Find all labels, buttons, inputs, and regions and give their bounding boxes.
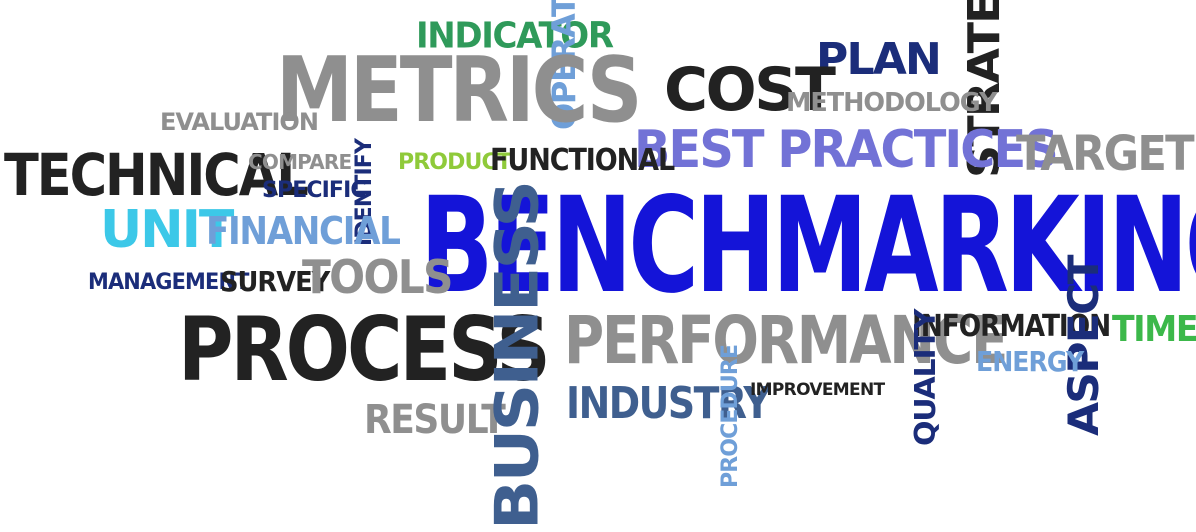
word-indicator: INDICATOR xyxy=(416,14,614,57)
word-time: TIME xyxy=(1112,309,1196,350)
word-tools: TOOLS xyxy=(302,250,454,304)
word-business: BUSINESS xyxy=(482,182,552,530)
word-survey: SURVEY xyxy=(220,265,330,298)
word-procedure: PROCEDURE xyxy=(718,344,743,488)
word-functional: FUNCTIONAL xyxy=(490,143,675,178)
word-unit: UNIT xyxy=(100,200,234,260)
word-specific: SPECIFIC xyxy=(262,178,367,203)
word-result: RESULT xyxy=(364,397,506,443)
word-industry: INDUSTRY xyxy=(566,378,771,429)
word-performance: PERFORMANCE xyxy=(564,302,1008,379)
word-technical: TECHNICAL xyxy=(4,141,309,209)
word-product: PRODUCT xyxy=(398,150,512,175)
word-plan: PLAN xyxy=(816,34,942,85)
word-best-practices: BEST PRACTICES xyxy=(634,120,1059,180)
word-methodology: METHODOLOGY xyxy=(786,88,998,118)
word-quality: QUALITY xyxy=(909,309,943,446)
word-energy: ENERGY xyxy=(976,345,1084,378)
word-cost: COST xyxy=(664,55,836,125)
word-improvement: IMPROVEMENT xyxy=(750,380,885,400)
word-metrics: METRICS xyxy=(276,38,642,143)
word-benchmarking: BENCHMARKING xyxy=(420,169,1196,323)
word-compare: COMPARE xyxy=(248,150,352,174)
word-information: INFORMATION xyxy=(912,309,1111,344)
word-financial: FINANCIAL xyxy=(206,209,401,253)
word-management: MANAGEMENT xyxy=(88,270,249,295)
word-evaluation: EVALUATION xyxy=(160,108,319,136)
word-target: TARGET xyxy=(1016,126,1195,182)
word-process: PROCESS xyxy=(178,298,551,401)
